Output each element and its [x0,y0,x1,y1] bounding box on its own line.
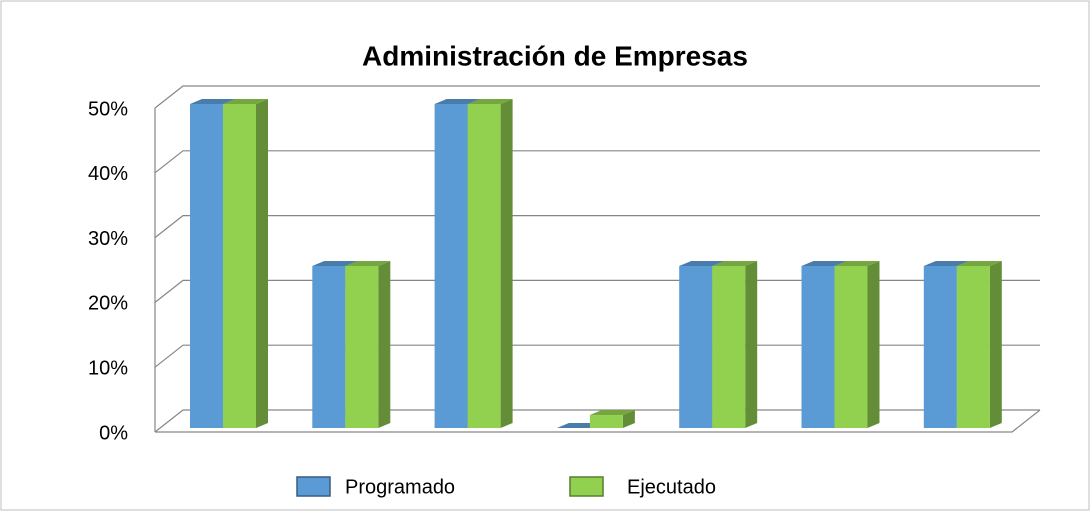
y-tick-label: 10% [88,357,128,379]
bar-front [467,104,501,428]
bar [834,261,880,428]
bar-front [190,104,223,428]
y-tick-label: 30% [88,228,128,250]
bar-front [712,266,746,428]
bar-side [745,261,758,428]
bar-top [923,261,969,266]
y-tick-label: 50% [88,98,128,120]
legend-swatch [296,476,331,497]
bar-side [378,261,391,428]
legend-label: Ejecutado [627,476,716,498]
legend-label: Programado [345,476,455,498]
y-tick-label: 40% [88,163,128,185]
bar-side [500,99,513,428]
bar-side [989,261,1002,428]
legend-swatch [569,476,604,497]
bar-front [923,266,957,428]
bar [956,261,1002,428]
bar-top [801,261,847,266]
bar-front [679,266,713,428]
bar-top [712,261,758,266]
floor [155,409,1041,433]
bar-front [345,266,379,428]
grid-line [154,215,1040,239]
y-tick-label: 0% [99,422,128,444]
y-tick-label: 20% [88,293,128,315]
bar-top [589,410,635,416]
bar [345,261,391,428]
bar-top [679,261,725,266]
bar-top [834,261,880,266]
grid-line [154,85,1040,109]
bar [712,261,758,428]
bar-top [956,261,1002,266]
bar-top [467,99,513,104]
bar-front [956,266,990,428]
bar-side [867,261,880,428]
bar-top [223,99,268,104]
bar-top [190,99,235,104]
chart-title: Administración de Empresas [362,40,748,71]
bar-front [834,266,868,428]
bar [223,99,268,428]
bar [467,99,513,428]
bar-front [434,104,468,428]
bar-front [312,266,346,428]
bar-front [801,266,835,428]
bar-top [434,99,480,104]
bar-side [256,99,268,428]
bar-top [345,261,391,266]
bar-front [589,415,623,428]
grid-line [154,150,1040,174]
bar-side [622,410,635,428]
bar-front [223,104,256,428]
bar-top [312,261,358,266]
bar [589,410,635,428]
